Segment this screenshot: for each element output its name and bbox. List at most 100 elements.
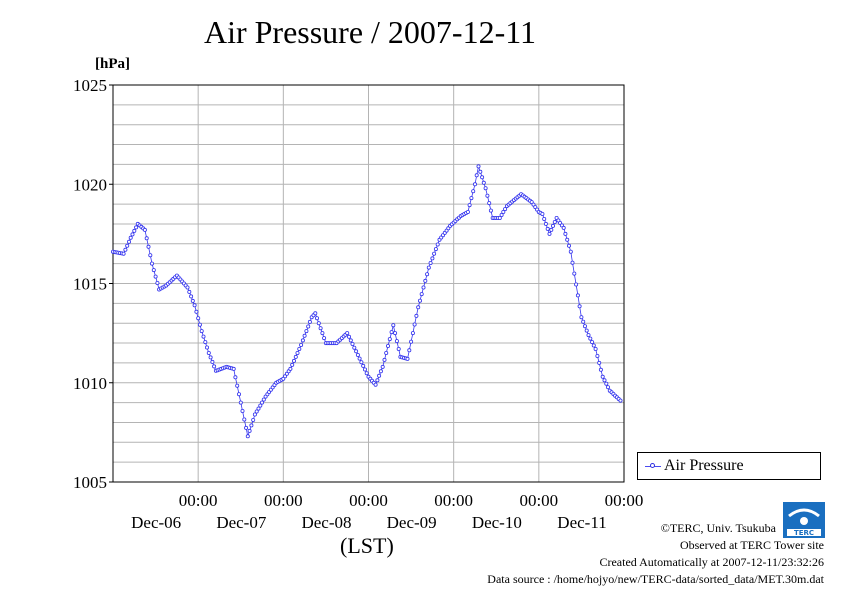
data-point <box>355 352 360 357</box>
data-point <box>561 225 566 230</box>
data-point <box>212 364 217 369</box>
data-point <box>579 315 584 320</box>
data-point <box>572 271 577 276</box>
data-point <box>130 232 135 237</box>
data-point <box>419 292 424 297</box>
data-point <box>185 285 190 290</box>
data-point <box>581 319 586 324</box>
data-point <box>552 219 557 224</box>
data-point <box>503 207 508 212</box>
data-point <box>146 244 151 249</box>
data-point <box>245 434 250 439</box>
data-point <box>132 228 137 233</box>
data-point <box>357 356 362 361</box>
data-point <box>405 356 410 361</box>
y-tick-label: 1015 <box>73 275 107 294</box>
data-point <box>597 360 602 365</box>
data-point <box>602 378 607 383</box>
data-point <box>540 211 545 216</box>
data-point <box>604 381 609 386</box>
y-tick-label: 1025 <box>73 76 107 95</box>
data-point <box>380 364 385 369</box>
data-point <box>467 203 472 208</box>
data-point <box>197 322 202 327</box>
data-point <box>542 216 547 221</box>
data-point <box>426 265 431 270</box>
data-point <box>425 272 430 277</box>
x-tick-time-label: 00:00 <box>519 491 558 510</box>
data-point <box>410 331 415 336</box>
data-point <box>295 350 300 355</box>
data-point <box>465 209 470 214</box>
data-point <box>231 366 236 371</box>
data-point <box>125 243 130 248</box>
data-point <box>291 358 296 363</box>
data-point <box>359 360 364 365</box>
x-tick-time-label: 00:00 <box>434 491 473 510</box>
data-point <box>364 371 369 376</box>
data-point <box>551 223 556 228</box>
data-point <box>261 397 266 402</box>
grid-layer <box>113 85 624 482</box>
data-point <box>238 400 243 405</box>
data-point <box>575 293 580 298</box>
source-text: Data source : /home/hojyo/new/TERC-data/… <box>487 572 824 586</box>
data-point <box>201 334 206 339</box>
data-point <box>204 345 209 350</box>
data-point <box>480 175 485 180</box>
data-point <box>236 392 241 397</box>
data-point <box>423 278 428 283</box>
terc-logo-icon: TERC <box>783 502 825 538</box>
x-tick-time-label: 00:00 <box>349 491 388 510</box>
data-point <box>210 359 215 364</box>
data-point <box>203 340 208 345</box>
x-tick-date-label: Dec-06 <box>131 513 181 532</box>
data-point <box>478 169 483 174</box>
data-point <box>545 226 550 231</box>
data-point <box>618 398 623 403</box>
data-point <box>593 346 598 351</box>
data-point <box>121 251 126 256</box>
data-point <box>249 423 254 428</box>
data-point <box>412 322 417 327</box>
legend: Air Pressure <box>637 452 821 480</box>
data-point <box>476 164 481 169</box>
data-point <box>258 403 263 408</box>
data-point <box>345 331 350 336</box>
x-tick-time-label: 00:00 <box>264 491 303 510</box>
data-point <box>127 239 132 244</box>
data-point <box>435 242 440 247</box>
data-point <box>584 328 589 333</box>
data-point <box>134 225 139 230</box>
data-point <box>299 342 304 347</box>
data-point <box>394 339 399 344</box>
data-point <box>254 409 259 414</box>
data-point <box>378 369 383 374</box>
data-point <box>320 331 325 336</box>
data-point <box>565 237 570 242</box>
x-tick-time-label: 00:00 <box>605 491 644 510</box>
data-point <box>300 338 305 343</box>
data-point <box>377 373 382 378</box>
data-point <box>352 345 357 350</box>
data-point <box>488 208 493 213</box>
data-point <box>361 363 366 368</box>
data-point <box>192 303 197 308</box>
data-point <box>417 298 422 303</box>
data-point <box>318 326 323 331</box>
data-point <box>153 274 158 279</box>
data-point <box>259 400 264 405</box>
created-text: Created Automatically at 2007-12-11/23:3… <box>599 555 824 569</box>
data-point <box>314 316 319 321</box>
data-point <box>235 383 240 388</box>
data-point <box>543 221 548 226</box>
data-point <box>391 323 396 328</box>
data-point <box>485 193 490 198</box>
data-point <box>382 357 387 362</box>
data-point <box>389 330 394 335</box>
series-line-air-pressure <box>112 164 621 438</box>
data-point <box>144 236 149 241</box>
data-point <box>151 268 156 273</box>
axis-layer: 1005 1010 1015 1020 1025 00:00 Dec-06 00:00 Dec-… <box>73 76 643 532</box>
data-point <box>567 243 572 248</box>
